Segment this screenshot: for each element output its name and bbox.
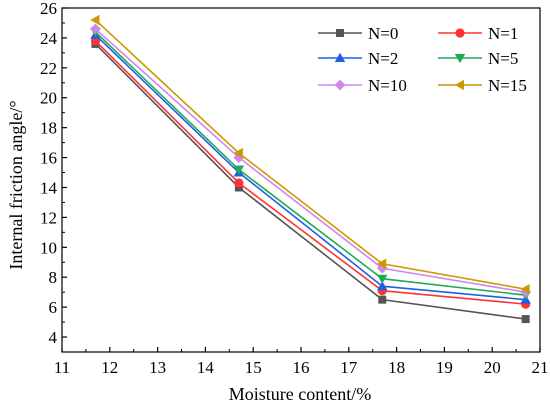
legend-marker: [336, 29, 344, 37]
y-tick-label: 16: [40, 149, 57, 168]
x-tick-label: 12: [101, 358, 118, 377]
series-n-10: [90, 23, 532, 298]
x-tick-label: 21: [532, 358, 549, 377]
x-tick-label: 16: [293, 358, 310, 377]
legend-marker: [334, 52, 346, 62]
x-axis: 11 12 13 14 15 16 17 18 19 20 21: [54, 347, 549, 377]
data-point-n-2: [377, 280, 388, 291]
y-tick-label: 18: [40, 119, 57, 138]
series-n-5: [90, 27, 531, 301]
x-tick-label: 15: [245, 358, 262, 377]
legend-label: N=5: [488, 49, 518, 68]
legend-marker: [454, 54, 466, 64]
y-tick-label: 4: [49, 328, 58, 347]
legend: N=0 N=1 N=2 N=5 N=10 N=15: [318, 24, 527, 95]
legend-item-n-15: N=15: [438, 76, 527, 95]
data-point-n-15: [233, 147, 243, 159]
legend-label: N=1: [488, 24, 518, 43]
data-point-n-1: [234, 178, 244, 188]
legend-item-n-0: N=0: [318, 24, 398, 43]
y-tick-label: 8: [49, 268, 58, 287]
series-n-15: [90, 14, 530, 295]
series-line-n-1: [94, 40, 526, 305]
series-line-n-5: [94, 31, 526, 296]
legend-marker: [454, 79, 464, 91]
legend-marker: [334, 79, 346, 91]
x-tick-label: 13: [149, 358, 166, 377]
x-axis-title: Moisture content/%: [229, 384, 371, 404]
y-tick-label: 26: [40, 0, 57, 18]
data-point-n-5: [233, 165, 245, 175]
legend-item-n-5: N=5: [438, 49, 518, 68]
y-tick-label: 14: [40, 178, 58, 197]
data-point-n-10: [90, 23, 101, 35]
legend-label: N=10: [368, 76, 407, 95]
legend-label: N=2: [368, 49, 398, 68]
y-tick-label: 6: [49, 298, 58, 317]
y-axis-title: Internal friction angle/°: [6, 100, 26, 269]
x-tick-label: 17: [340, 358, 358, 377]
plot-frame: [61, 7, 541, 353]
data-point-n-15: [90, 14, 100, 26]
x-tick-label: 18: [388, 358, 405, 377]
series-n-2: [90, 29, 531, 304]
y-axis: 4 6 8 10 12 14 16 18 20 22 24 26: [40, 0, 67, 353]
series-line-n-0: [94, 43, 526, 320]
y-tick-label: 12: [40, 208, 57, 227]
data-point-n-0: [521, 315, 530, 324]
data-point-n-15: [520, 283, 530, 295]
x-tick-label: 19: [436, 358, 453, 377]
legend-item-n-2: N=2: [318, 49, 398, 68]
series-group: [90, 14, 532, 324]
legend-item-n-1: N=1: [438, 24, 518, 43]
data-point-n-15: [377, 258, 387, 269]
y-tick-label: 24: [40, 29, 58, 48]
data-point-n-5: [377, 274, 388, 284]
legend-item-n-10: N=10: [318, 76, 407, 95]
legend-marker: [455, 28, 465, 38]
series-line-n-10: [94, 28, 526, 293]
y-tick-label: 22: [40, 59, 57, 78]
y-tick-label: 20: [40, 89, 57, 108]
series-line-n-15: [94, 19, 526, 290]
y-tick-label: 10: [40, 238, 57, 257]
series-line-n-2: [94, 34, 526, 301]
plot-area-border: [61, 7, 541, 353]
x-tick-label: 11: [54, 358, 70, 377]
x-tick-label: 20: [484, 358, 501, 377]
legend-label: N=0: [368, 24, 398, 43]
x-tick-label: 14: [197, 358, 215, 377]
legend-label: N=15: [488, 76, 527, 95]
data-point-n-0: [378, 295, 387, 304]
